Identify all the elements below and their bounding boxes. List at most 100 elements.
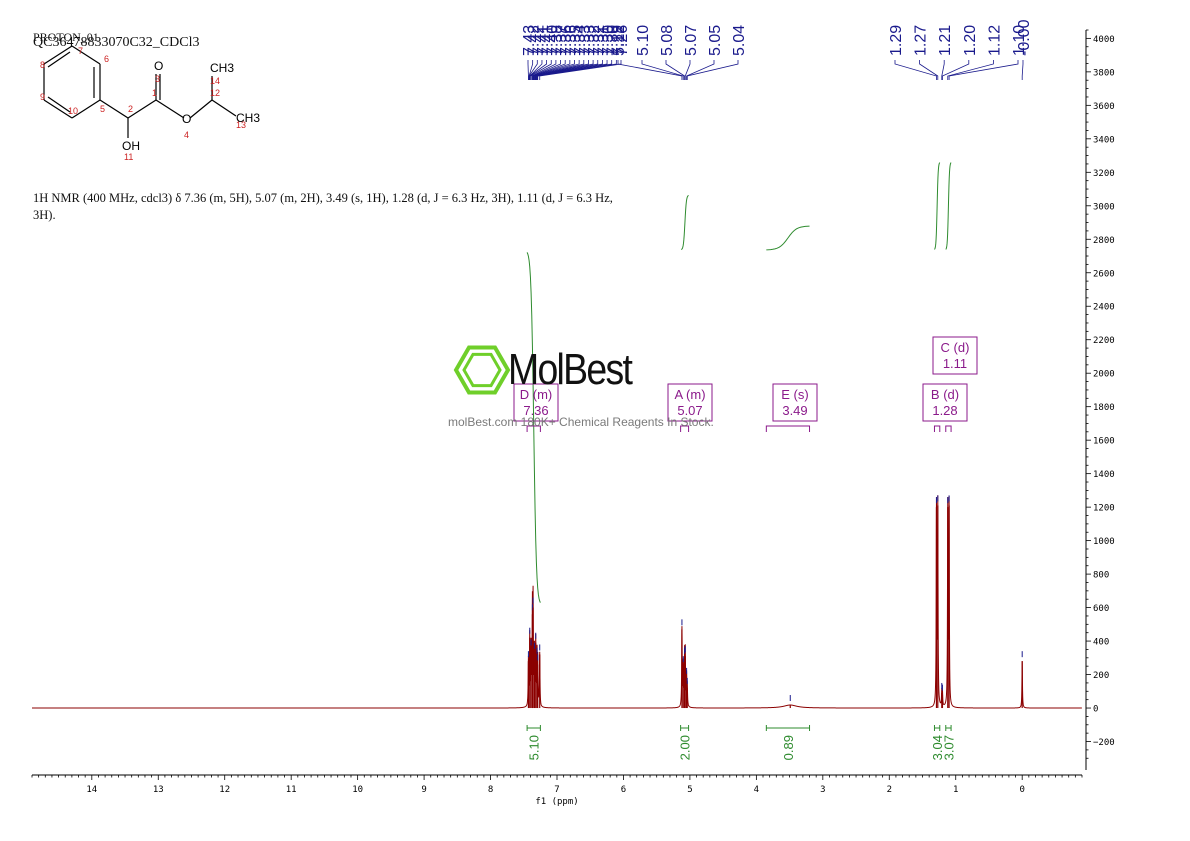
integral-curve — [681, 194, 689, 251]
peak-label: 7.41 — [535, 25, 552, 56]
atom-label: O — [154, 59, 163, 73]
peak-label-leader — [684, 60, 691, 80]
peak-label: 7.38 — [549, 25, 566, 56]
peak-label: 1.21 — [937, 25, 954, 56]
peak-label-leader — [686, 60, 739, 80]
multiplet-box — [513, 383, 559, 422]
x-tick-label: 10 — [352, 785, 363, 795]
peak-label: -0.00 — [1016, 19, 1033, 56]
y-tick-label: 600 — [1093, 604, 1109, 614]
peak-label-leader — [947, 60, 994, 80]
peak-label-leader — [665, 60, 685, 80]
x-tick-label: 9 — [421, 785, 426, 795]
peak-label: 1.27 — [913, 25, 930, 56]
x-tick-label: 13 — [153, 785, 164, 795]
structure-bond — [189, 99, 213, 119]
peak-label: 5.07 — [683, 25, 700, 56]
multiplet-label: C (d) — [941, 340, 970, 355]
peak-label-leader — [941, 60, 945, 80]
peak-label-leader — [948, 60, 1019, 80]
x-tick-label: 14 — [86, 785, 97, 795]
peak-label: 7.42 — [526, 25, 543, 56]
peak-label: 5.12 — [611, 25, 628, 56]
integral-value: 5.10 — [527, 735, 542, 760]
peak-label-leader — [1021, 60, 1024, 80]
integral-bracket — [680, 725, 690, 731]
integral-bracket — [945, 725, 952, 731]
y-tick-label: 4000 — [1093, 35, 1115, 45]
structure-bond — [155, 99, 185, 119]
integral-value: 3.04 — [930, 735, 945, 760]
x-tick-label: 6 — [621, 785, 626, 795]
peak-label-leader — [530, 60, 552, 80]
structure-bond — [43, 45, 73, 65]
nmr-description: 1H NMR (400 MHz, cdcl3) δ 7.36 (m, 5H), … — [33, 191, 613, 222]
peak-label-leader — [539, 60, 622, 80]
multiplet-bracket — [765, 425, 811, 432]
peak-label: 7.31 — [595, 25, 612, 56]
peak-label-leader — [536, 60, 613, 80]
structure-bond — [47, 96, 71, 113]
y-tick-label: 3400 — [1093, 135, 1115, 145]
atom-label: CH3 — [236, 111, 260, 125]
y-tick-label: 1000 — [1093, 537, 1115, 547]
peak-label: 5.05 — [707, 25, 724, 56]
y-tick-label: 2400 — [1093, 303, 1115, 313]
multiplet-label: A (m) — [674, 387, 705, 402]
structure-bond — [43, 99, 73, 119]
atom-label: OH — [122, 139, 140, 153]
atom-number: 13 — [236, 120, 246, 130]
watermark-logo-inner-icon — [462, 352, 502, 388]
integral-bracket — [526, 725, 541, 731]
x-tick-label: 8 — [488, 785, 493, 795]
atom-number: 6 — [104, 54, 109, 64]
atom-number: 2 — [128, 104, 133, 114]
peak-label: 1.20 — [962, 25, 979, 56]
x-tick-label: 2 — [887, 785, 892, 795]
integral-value: 2.00 — [678, 735, 693, 760]
multiplet-bracket — [945, 425, 952, 432]
integral-curve — [934, 162, 941, 250]
x-tick-label: 5 — [687, 785, 692, 795]
structure-bond — [127, 99, 157, 119]
multiplet-label: B (d) — [931, 387, 959, 402]
atom-number: 8 — [40, 60, 45, 70]
multiplet-shift: 1.28 — [932, 403, 957, 418]
peak-label-leader — [528, 60, 538, 80]
multiplet-shift: 7.36 — [523, 403, 548, 418]
x-tick-label: 3 — [820, 785, 825, 795]
peak-label: 7.33 — [577, 25, 594, 56]
multiplet-label: D (m) — [520, 387, 553, 402]
y-tick-label: −200 — [1093, 738, 1115, 748]
atom-number: 14 — [210, 76, 220, 86]
y-tick-label: 1600 — [1093, 437, 1115, 447]
y-tick-label: 2000 — [1093, 370, 1115, 380]
peak-label-leader — [533, 60, 575, 80]
peak-label: 7.30 — [600, 25, 617, 56]
y-tick-label: 200 — [1093, 671, 1109, 681]
multiplet-box — [922, 383, 968, 422]
structure-bond — [211, 99, 237, 117]
peak-label: 7.29 — [609, 25, 626, 56]
peak-label-leader — [529, 60, 547, 80]
peak-label: 7.41 — [540, 25, 557, 56]
peak-label: 7.36 — [563, 25, 580, 56]
integral-curve — [766, 225, 810, 251]
watermark-tagline: molBest.com 180K+ Chemical Reagents In S… — [448, 415, 714, 429]
peak-label: 1.10 — [1011, 25, 1028, 56]
structure-bond — [71, 99, 101, 119]
peak-label: 7.40 — [544, 25, 561, 56]
atom-number: 1 — [152, 88, 157, 98]
peak-label: 5.04 — [731, 25, 748, 56]
peak-label-leader — [535, 60, 599, 80]
peak-label-leader — [942, 60, 970, 80]
atom-number: 5 — [100, 104, 105, 114]
spectrum-trace — [32, 495, 1082, 709]
peak-label-leader — [919, 60, 939, 80]
multiplet-shift: 5.07 — [677, 403, 702, 418]
peak-label-leader — [894, 60, 937, 80]
y-tick-label: 1200 — [1093, 504, 1115, 514]
structure-bond — [99, 99, 129, 119]
peak-label: 7.32 — [591, 25, 608, 56]
atom-number: 12 — [210, 88, 220, 98]
